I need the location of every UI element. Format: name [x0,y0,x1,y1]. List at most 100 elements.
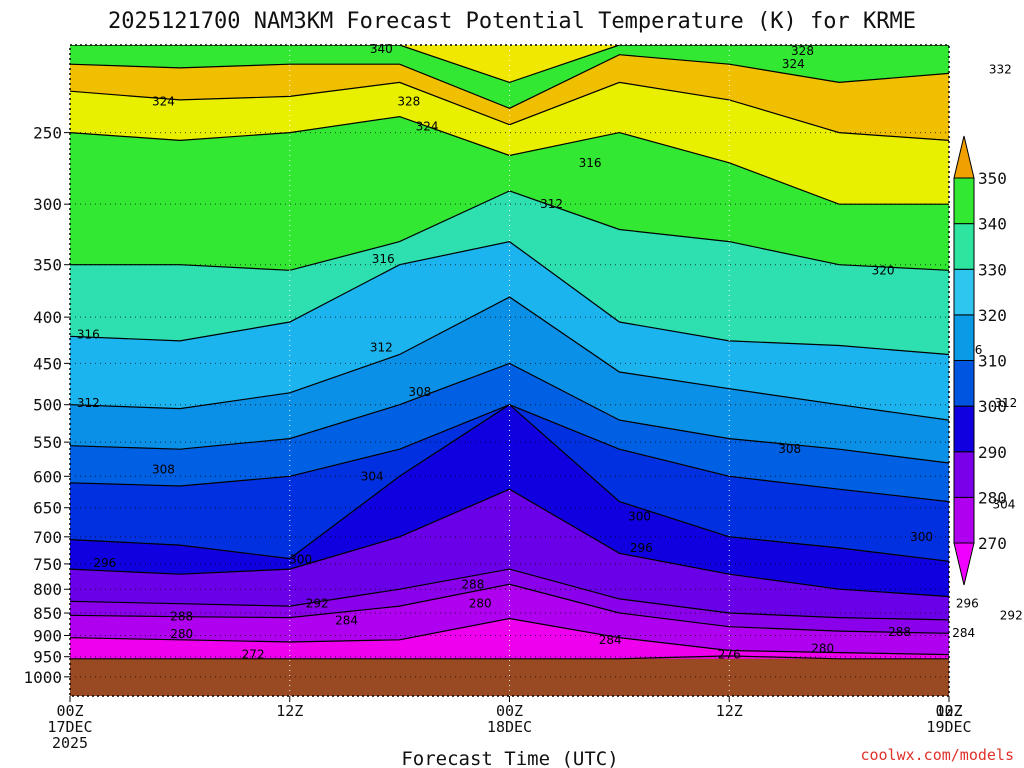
colorbar-segment [953,360,975,407]
isotherm-280 [70,617,949,656]
contour-label: 280 [469,597,492,611]
colorbar-tick-label: 310 [978,352,1007,371]
contour-label: 316 [77,327,100,341]
contour-label: 288 [888,625,911,639]
contour-label: 304 [992,498,1015,512]
colorbar-arrow-high [953,135,975,179]
isotherm-308 [70,362,949,464]
contour-label: 316 [579,156,602,170]
theta-band-below-296 [70,489,949,620]
x-tick-label: 00Z [935,702,962,720]
y-tick-label: 500 [33,396,62,415]
contour-label: 284 [599,633,622,647]
y-axis-pressure: 250 300 350 400 450 500 550 600 650 700 750 800 850 9… [23,124,70,687]
contour-label: 280 [170,627,193,641]
contour-label: 328 [397,95,420,109]
contour-label: 284 [335,613,358,627]
y-tick-label: 550 [33,433,62,452]
contour-label: 288 [170,609,193,623]
contour-label: 308 [408,385,431,399]
y-tick-label: 850 [33,604,62,623]
theta-band-below-280 [70,618,949,659]
contour-label: 300 [289,553,312,567]
y-tick-label: 450 [33,354,62,373]
theta-band-below-328 [70,82,949,205]
colorbar-segment [953,223,975,270]
x-tick-label: 18DEC [487,718,532,736]
theta-band-below-332 [70,54,949,141]
isotherm-320 [70,190,949,271]
contour-label: 312 [540,197,563,211]
chart-title: 2025121700 NAM3KM Forecast Potential Tem… [108,9,916,34]
isotherm-288 [70,583,949,634]
colorbar-tick-label: 280 [978,488,1007,507]
colorbar-segment [953,268,975,316]
isotherm-328 [70,81,949,142]
contour-label: 296 [93,556,116,570]
contour-label: 296 [630,541,653,555]
theta-band-below-308 [70,363,949,502]
y-tick-label: 700 [33,528,62,547]
colorbar-tick-label: 320 [978,306,1007,325]
theta-band-below-312 [70,297,949,463]
theta-band-below-288 [70,584,949,655]
contour-label: 316 [372,252,395,266]
x-axis-title: Forecast Time (UTC) [401,748,618,768]
x-tick-label: 00Z [496,702,523,720]
colorbar-tick-label: 300 [978,397,1007,416]
potential-temperature-bands [70,45,949,696]
colorbar-segment [953,451,975,498]
contour-label: 308 [778,442,801,456]
isotherm-296 [70,488,949,598]
isotherm-312 [70,296,949,421]
colorbar-tick-label: 270 [978,534,1007,553]
colorbar-segment [953,496,975,544]
colorbar-arrow-low [953,542,975,586]
isotherm-324 [70,115,949,205]
isotherm-316 [70,240,949,356]
isotherm-276 [70,655,949,660]
isotherm-304 [70,404,949,503]
theta-band-below-300 [70,404,949,597]
colorbar-segment [953,314,975,361]
colorbar-segment [953,405,975,453]
colorbar-tick-label: 290 [978,443,1007,462]
colorbar: 270 280 290 300 310 320 330 340 350 [953,135,1007,586]
isotherm-contours [70,45,949,660]
contour-label: 328 [791,44,814,58]
y-tick-label: 750 [33,555,62,574]
y-tick-label: 300 [33,195,62,214]
y-tick-label: 800 [33,580,62,599]
contour-label: 324 [782,57,805,71]
contour-label: 312 [994,396,1017,410]
site-credit: coolwx.com/models [860,746,1014,764]
contour-label: 324 [152,95,175,109]
colorbar-tick-label: 340 [978,215,1007,234]
x-tick-label: 12Z [716,702,743,720]
isotherm-332 [70,54,949,109]
y-tick-label: 900 [33,626,62,645]
contour-label: 340 [370,42,393,56]
contour-label: 300 [628,510,651,524]
y-tick-label: 250 [33,124,62,143]
contour-label: 304 [361,469,384,483]
y-tick-label: 950 [33,648,62,667]
contour-label: 296 [956,597,979,611]
contour-label: 280 [811,641,834,655]
contour-label: 284 [952,626,975,640]
x-tick-label: 19DEC [926,718,971,736]
contour-label: 292 [1000,608,1023,622]
grid-lines [70,45,949,696]
x-tick-label: 12Z [935,702,962,720]
y-tick-label: 650 [33,499,62,518]
y-tick-label: 350 [33,256,62,275]
theta-band-above-340 [70,45,949,83]
x-tick-label: 00Z [56,702,83,720]
theta-band-below-304 [70,404,949,562]
contour-label: 332 [989,63,1012,77]
ground-surface [70,658,949,696]
x-tick-label: 17DEC [47,718,92,736]
